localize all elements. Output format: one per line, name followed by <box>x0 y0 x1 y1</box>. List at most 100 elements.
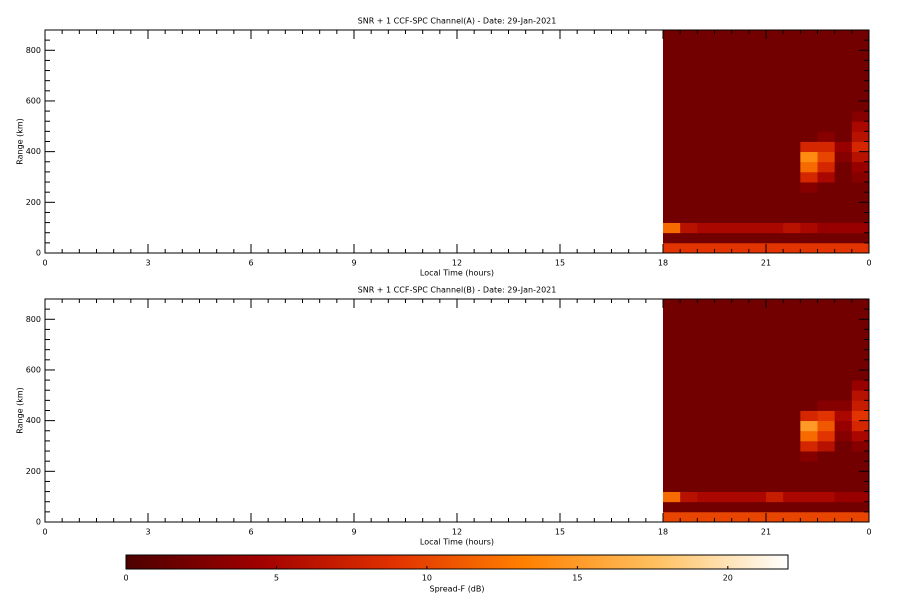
heat-cell <box>817 121 836 132</box>
heat-cell <box>817 410 836 422</box>
heat-cell <box>714 212 733 223</box>
heat-cell <box>748 161 767 173</box>
heat-cell <box>817 430 836 442</box>
heat-cell <box>680 440 698 452</box>
x-tick-label: 9 <box>351 259 356 268</box>
heat-cell <box>766 202 784 213</box>
heat-cell <box>680 491 698 503</box>
heat-cell <box>783 131 801 142</box>
y-tick-label: 600 <box>26 365 41 374</box>
heat-cell <box>800 461 818 472</box>
heat-cell <box>800 182 818 193</box>
heat-cell <box>714 151 733 163</box>
heat-cell <box>714 40 733 51</box>
heat-cell <box>800 430 818 442</box>
heat-cell <box>680 339 698 351</box>
heat-cell <box>783 400 801 411</box>
heat-cell <box>817 192 836 203</box>
heat-cell <box>697 420 715 432</box>
heat-cell <box>697 242 715 254</box>
heat-cell <box>680 511 698 523</box>
heat-cell <box>783 339 801 351</box>
heat-cell <box>663 100 681 112</box>
x-tick-label: 21 <box>761 259 771 268</box>
heat-cell <box>851 171 870 183</box>
heat-cell <box>731 70 750 82</box>
heat-cell <box>663 390 681 401</box>
heat-cell <box>748 501 767 513</box>
heat-cell <box>663 202 681 213</box>
x-tick-label: 0 <box>866 528 871 537</box>
heat-cell <box>663 309 681 320</box>
heat-cell <box>680 390 698 401</box>
heat-cell <box>783 40 801 51</box>
heat-cell <box>766 369 784 381</box>
heat-cell <box>800 30 818 41</box>
heat-cell <box>766 30 784 41</box>
heat-cell <box>748 349 767 361</box>
heat-cell <box>680 70 698 82</box>
heat-cell <box>851 90 870 102</box>
x-tick-label: 3 <box>145 528 150 537</box>
heat-cell <box>783 171 801 183</box>
heat-cell <box>851 202 870 213</box>
heat-cell <box>748 430 767 442</box>
heat-cell <box>851 430 870 442</box>
heat-cell <box>783 309 801 320</box>
heat-cell <box>748 471 767 482</box>
heat-cell <box>663 30 681 41</box>
heat-cell <box>783 390 801 401</box>
heat-cell <box>834 369 853 381</box>
heat-cell <box>766 100 784 112</box>
heat-cell <box>748 511 767 523</box>
heat-cell <box>663 501 681 513</box>
heat-cell <box>851 501 870 513</box>
y-tick-label: 800 <box>26 315 41 324</box>
heat-cell <box>800 349 818 361</box>
heat-cell <box>748 400 767 411</box>
heat-cell <box>834 461 853 472</box>
heat-cell <box>851 80 870 92</box>
heat-cell <box>783 471 801 482</box>
heat-cell <box>834 50 853 61</box>
heat-cell <box>680 481 698 492</box>
heat-cell <box>697 141 715 153</box>
heat-cell <box>817 161 836 173</box>
heat-cell <box>680 359 698 371</box>
heat-cell <box>714 491 733 503</box>
y-tick-label: 200 <box>26 467 41 476</box>
heat-cell <box>697 121 715 132</box>
heat-cell <box>697 90 715 102</box>
heat-cell <box>748 202 767 213</box>
heat-cell <box>731 30 750 41</box>
heat-cell <box>800 471 818 482</box>
heat-cell <box>834 171 853 183</box>
heat-cell <box>680 80 698 92</box>
heat-cell <box>748 309 767 320</box>
heat-cell <box>680 202 698 213</box>
heat-cell <box>714 131 733 142</box>
heat-cell <box>697 161 715 173</box>
heat-cell <box>851 369 870 381</box>
heat-cell <box>783 329 801 340</box>
heat-cell <box>783 222 801 234</box>
heat-cell <box>766 171 784 183</box>
heat-cell <box>834 182 853 193</box>
heat-cell <box>697 40 715 51</box>
x-axis-label: Local Time (hours) <box>420 538 494 547</box>
heat-cell <box>766 60 784 71</box>
heat-cell <box>697 100 715 112</box>
heat-cell <box>834 390 853 401</box>
heat-cell <box>783 70 801 82</box>
heat-cell <box>663 299 681 310</box>
heat-cell <box>766 141 784 153</box>
heat-cell <box>714 141 733 153</box>
heat-cell <box>851 60 870 71</box>
heat-cell <box>851 420 870 432</box>
heat-cell <box>817 111 836 122</box>
heat-cell <box>748 80 767 92</box>
heat-cell <box>800 212 818 223</box>
heat-cell <box>663 359 681 371</box>
heat-cell <box>783 80 801 92</box>
heat-cell <box>817 151 836 163</box>
